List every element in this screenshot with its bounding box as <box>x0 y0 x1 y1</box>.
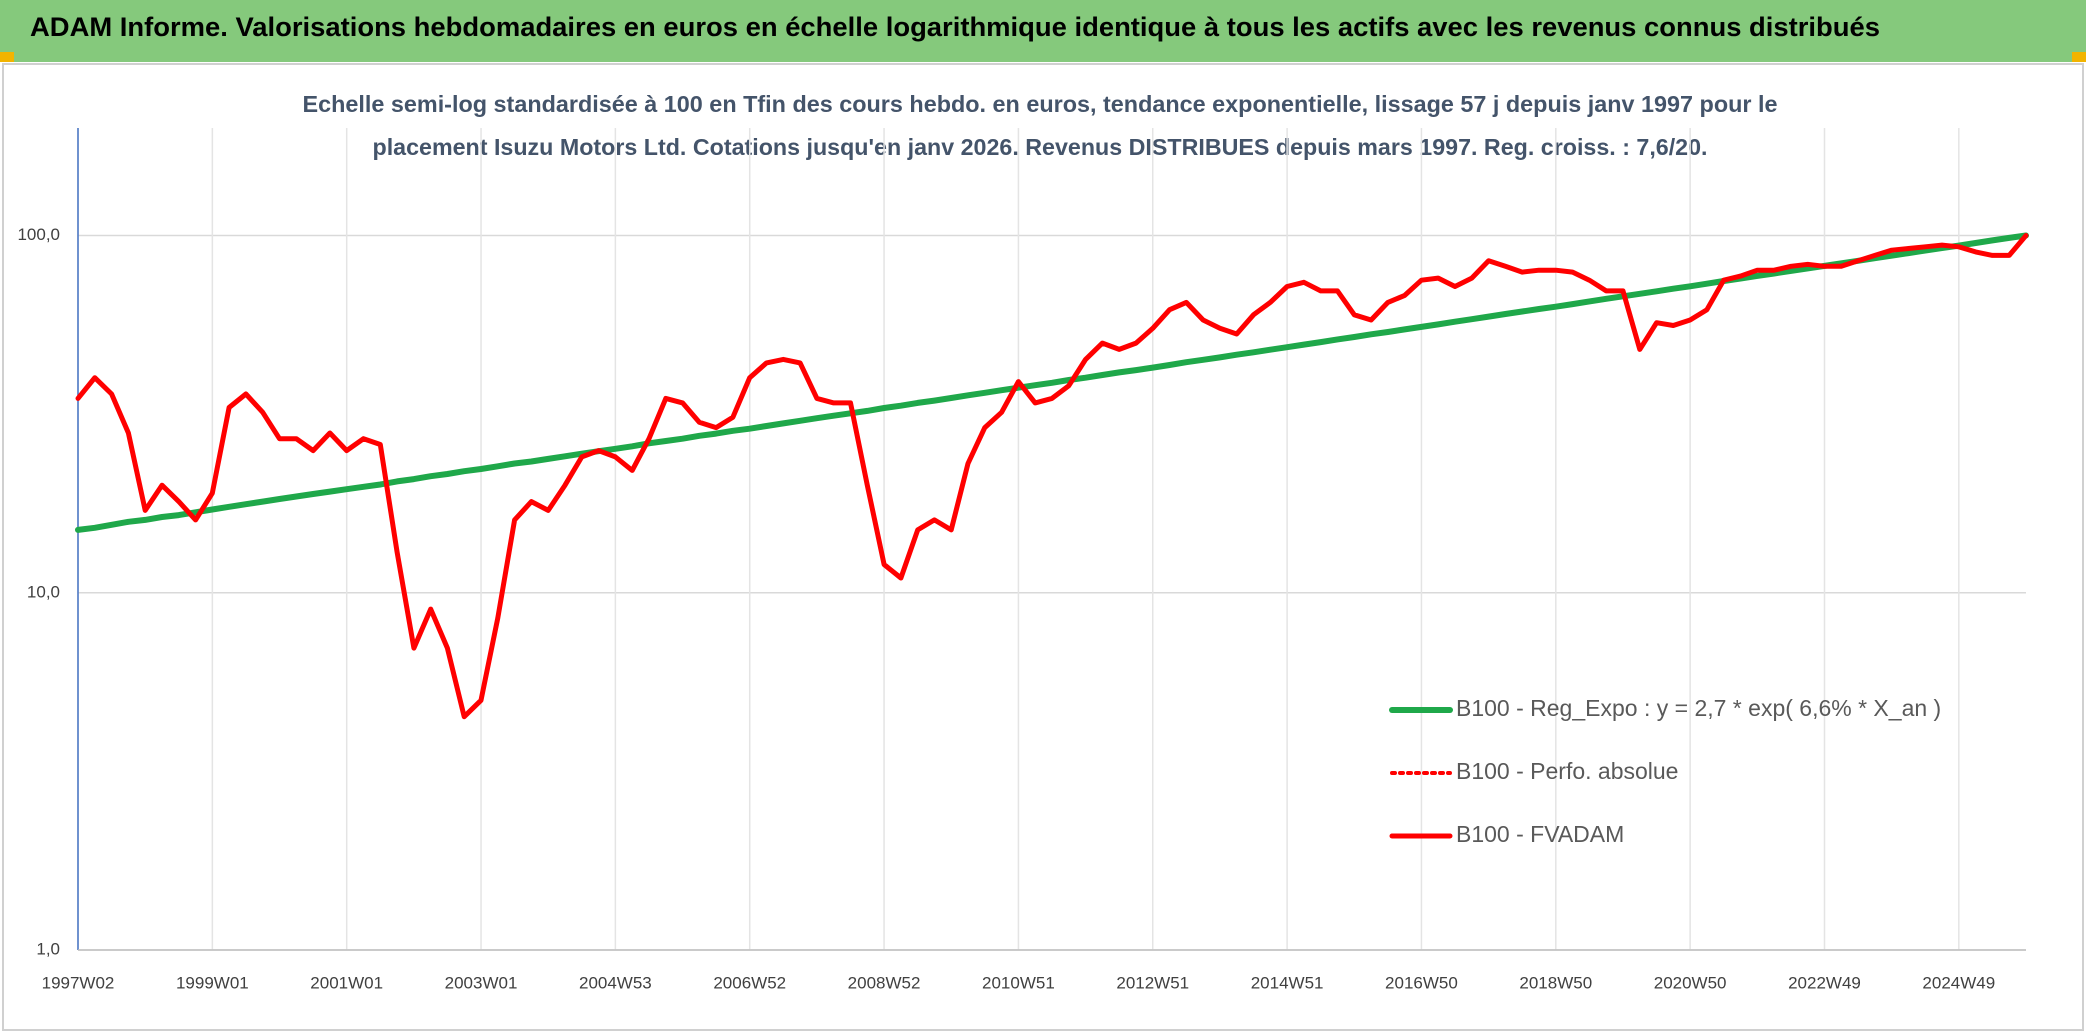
legend-label: B100 - FVADAM <box>1456 821 1624 847</box>
x-tick-label: 2022W49 <box>1788 973 1861 992</box>
corner-mark <box>0 52 14 62</box>
legend-label: B100 - Perfo. absolue <box>1456 758 1678 784</box>
x-tick-label: 2008W52 <box>848 973 921 992</box>
x-tick-label: 2004W53 <box>579 973 652 992</box>
y-tick-label: 1,0 <box>36 939 60 958</box>
x-tick-label: 2001W01 <box>310 973 383 992</box>
chart-subtitle: placement Isuzu Motors Ltd. Cotations ju… <box>373 134 1708 160</box>
x-tick-label: 2020W50 <box>1654 973 1727 992</box>
x-tick-label: 2018W50 <box>1519 973 1592 992</box>
series-line <box>75 233 2029 720</box>
y-tick-label: 100,0 <box>17 225 60 244</box>
x-tick-label: 2014W51 <box>1251 973 1324 992</box>
title-bar <box>0 0 2086 62</box>
x-tick-label: 2016W50 <box>1385 973 1458 992</box>
y-tick-label: 10,0 <box>27 582 60 601</box>
chart-frame <box>2 63 2084 1031</box>
legend-label: B100 - Reg_Expo : y = 2,7 * exp( 6,6% * … <box>1456 695 1941 721</box>
corner-mark <box>2072 52 2086 62</box>
x-tick-label: 1999W01 <box>176 973 249 992</box>
x-tick-label: 1997W02 <box>42 973 115 992</box>
chart-title: ADAM Informe. Valorisations hebdomadaire… <box>30 12 1880 42</box>
x-tick-label: 2012W51 <box>1116 973 1189 992</box>
x-tick-label: 2010W51 <box>982 973 1055 992</box>
x-tick-label: 2024W49 <box>1922 973 1995 992</box>
x-tick-label: 2003W01 <box>445 973 518 992</box>
chart-subtitle: Echelle semi-log standardisée à 100 en T… <box>303 91 1778 117</box>
x-tick-label: 2006W52 <box>713 973 786 992</box>
series-line <box>75 232 2029 533</box>
